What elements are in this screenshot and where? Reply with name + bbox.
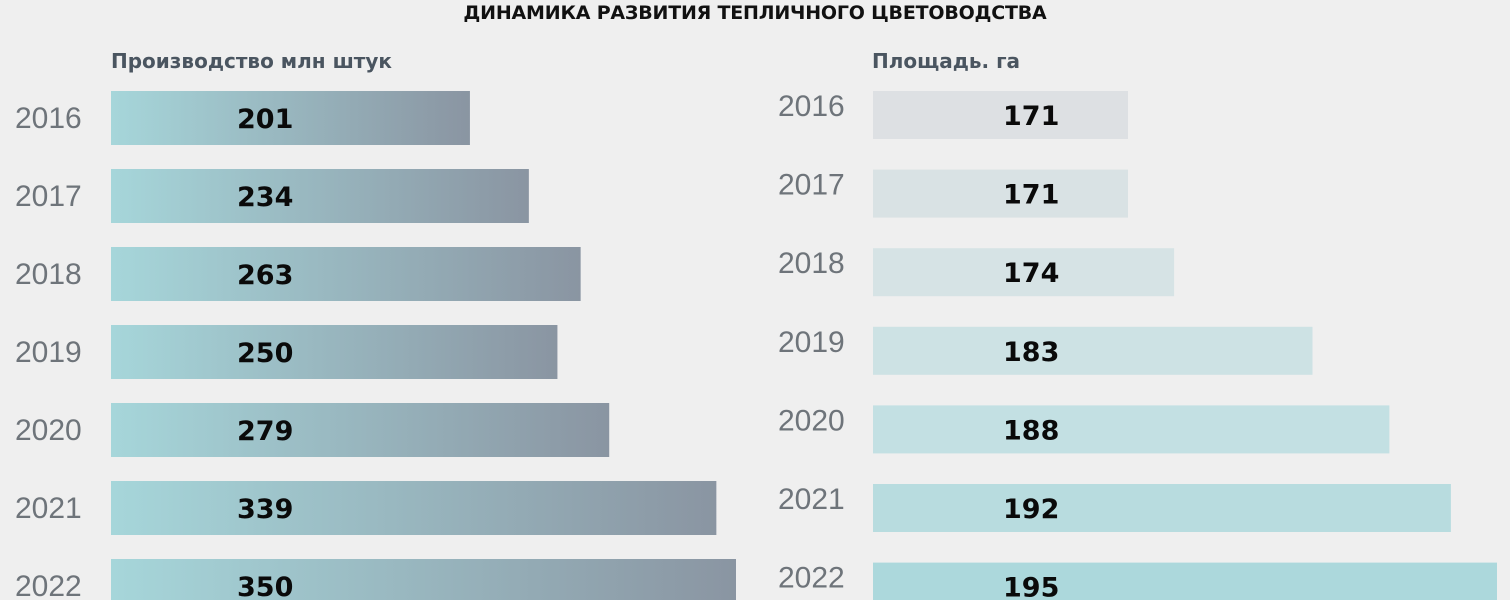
area-bar-2020 [873, 405, 1390, 454]
production-bar-2016 [111, 91, 470, 145]
area-value-label: 195 [1003, 573, 1059, 600]
area-year-label: 2020 [778, 404, 845, 437]
production-value-label: 339 [237, 494, 293, 525]
production-year-label: 2020 [15, 414, 82, 447]
area-value-label: 188 [1003, 415, 1059, 446]
production-bar-2017 [111, 169, 529, 223]
area-bar-2018 [873, 248, 1175, 297]
production-year-label: 2017 [15, 180, 82, 213]
area-bar-2022 [873, 562, 1497, 600]
production-value-label: 234 [237, 182, 293, 213]
area-year-label: 2016 [778, 90, 845, 123]
area-bar-2017 [873, 169, 1128, 218]
production-bar-2021 [111, 481, 717, 535]
production-bar-2019 [111, 325, 558, 379]
area-value-label: 192 [1003, 494, 1059, 525]
area-year-label: 2017 [778, 169, 845, 202]
production-year-label: 2021 [15, 492, 82, 525]
area-value-label: 183 [1003, 337, 1059, 368]
area-value-label: 174 [1003, 258, 1059, 289]
production-year-label: 2016 [15, 102, 82, 135]
chart-title: ДИНАМИКА РАЗВИТИЯ ТЕПЛИЧНОГО ЦВЕТОВОДСТВ… [463, 2, 1047, 24]
production-year-label: 2018 [15, 258, 82, 291]
production-year-label: 2022 [15, 570, 82, 600]
production-value-label: 250 [237, 338, 293, 369]
area-year-label: 2018 [778, 247, 845, 280]
production-bar-2020 [111, 403, 610, 457]
area-bar-2019 [873, 326, 1313, 375]
area-year-label: 2022 [778, 562, 845, 595]
production-value-label: 263 [237, 260, 293, 291]
area-subtitle: Площадь. га [872, 49, 1021, 73]
production-bar-2022 [111, 559, 736, 600]
production-subtitle: Производство млн штук [111, 49, 393, 73]
production-value-label: 279 [237, 416, 293, 447]
production-value-label: 350 [237, 572, 293, 600]
production-value-label: 201 [237, 104, 293, 135]
area-year-label: 2021 [778, 483, 845, 516]
production-bar-2018 [111, 247, 581, 301]
area-value-label: 171 [1003, 180, 1059, 211]
area-year-label: 2019 [778, 326, 845, 359]
area-value-label: 171 [1003, 101, 1059, 132]
production-year-label: 2019 [15, 336, 82, 369]
area-bar-2021 [873, 484, 1451, 532]
production-chart: 2016 201 2017 234 2018 263 2019 250 2020 279 2021 3… [15, 91, 736, 600]
area-bar-2016 [873, 91, 1128, 139]
